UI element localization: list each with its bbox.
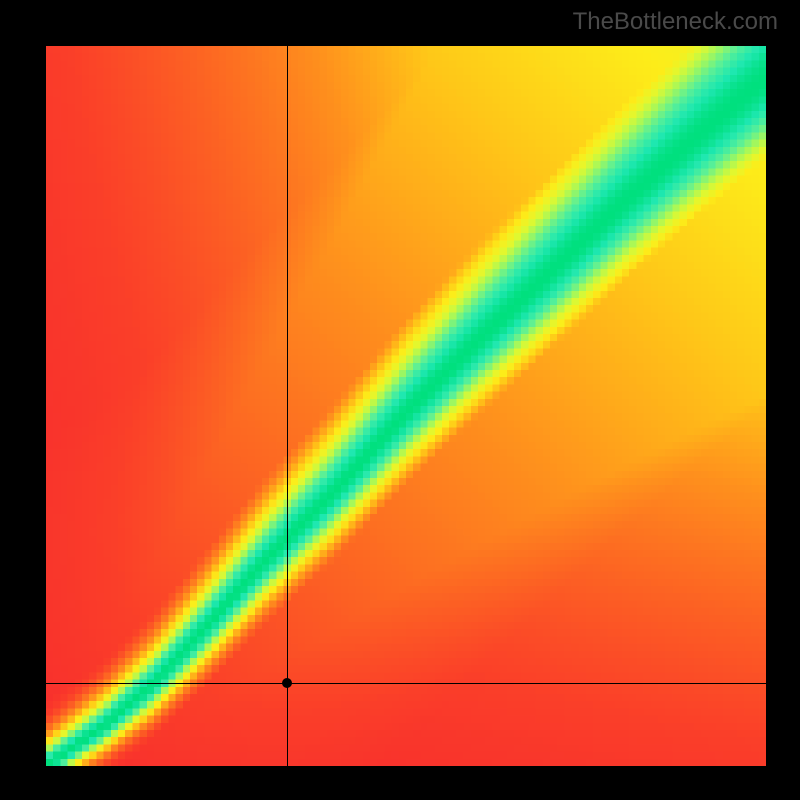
heatmap-plot [46, 46, 766, 766]
crosshair-marker [282, 678, 292, 688]
heatmap-canvas [46, 46, 766, 766]
crosshair-horizontal [46, 683, 766, 684]
crosshair-vertical [287, 46, 288, 766]
watermark-text: TheBottleneck.com [573, 8, 778, 36]
chart-container: TheBottleneck.com [0, 0, 800, 800]
